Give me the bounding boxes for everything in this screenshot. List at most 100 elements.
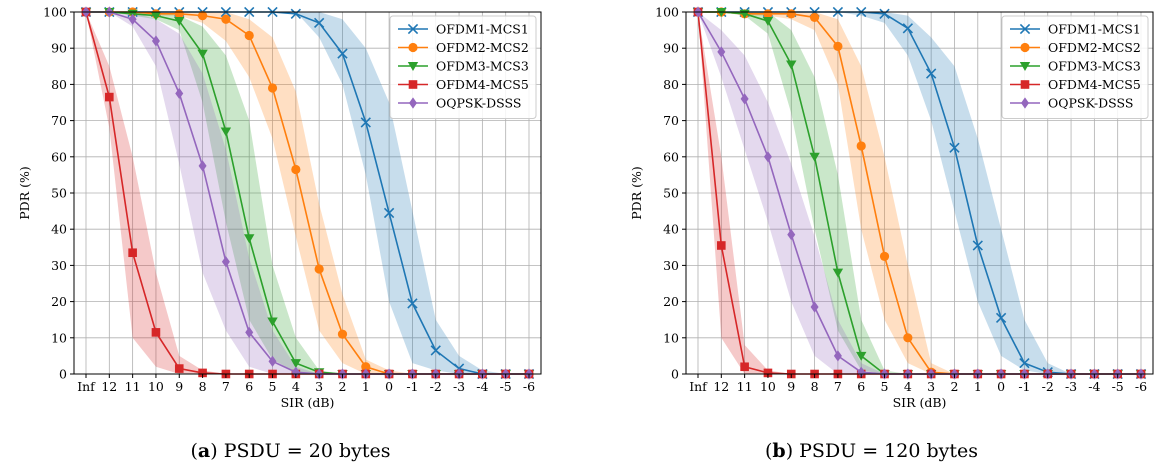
data-point [291,366,300,378]
data-point [717,46,726,58]
data-point [291,164,301,175]
chart-panel-b: Inf 12 11 10 9 8 7 6 5 4 3 2 1 0 -1 -2 -3 -4 -5 -6010203040… [629,5,1154,410]
y-tick-label: 80 [663,77,679,92]
y-tick-label: 10 [51,330,67,345]
x-tick-label: 4 [904,379,912,394]
data-point [313,17,325,29]
data-point [857,366,866,378]
x-axis-label: SIR (dB) [893,395,947,410]
x-tick-label: 2 [338,379,346,394]
data-point [763,151,772,163]
data-point [198,160,207,172]
data-point [174,364,184,373]
x-tick-label: 11 [737,379,753,394]
x-tick-label: -2 [430,379,442,394]
legend-marker [1020,42,1030,53]
caption-b-letter: b [772,440,786,462]
data-point [174,17,185,27]
legend-box [1001,15,1149,119]
x-tick-label: 7 [834,379,842,394]
caption-b-text: PSDU = 120 bytes [799,440,979,462]
y-tick-label: 50 [51,186,67,201]
data-point [383,207,395,219]
legend-marker [408,80,418,89]
x-tick-label: 12 [101,379,117,394]
y-tick-label: 40 [51,222,67,237]
data-point [150,11,162,21]
legend-label: OFDM2-MCS2 [436,40,529,55]
y-tick-label: 100 [655,5,679,20]
y-tick-label: 20 [51,294,67,309]
data-point [810,301,819,313]
x-tick-label: 12 [713,379,729,394]
x-tick-label: 3 [315,379,323,394]
legend-marker [1019,62,1031,71]
x-tick-label: Inf [77,379,96,394]
legend-marker [1020,80,1030,89]
x-tick-label: 9 [787,379,795,394]
data-point [267,83,278,93]
band-ofdm3-mcs3 [698,12,1141,374]
y-tick-label: 30 [51,258,67,273]
data-point [430,345,441,356]
data-point [220,127,232,137]
caption-a-text: PSDU = 20 bytes [223,440,391,462]
legend-marker [409,97,417,109]
band-oqpsk-dsss [86,12,529,374]
data-point [995,312,1007,324]
x-tick-label: 9 [175,379,183,394]
data-point [198,368,207,378]
data-point [879,251,890,261]
data-point [337,329,348,339]
data-point [717,241,726,250]
y-tick-label: 50 [663,186,679,201]
legend-label: OFDM2-MCS2 [1048,40,1141,55]
x-tick-label: 1 [974,379,982,394]
x-tick-label: -1 [406,379,418,394]
legend-label: OFDM1-MCS1 [1048,22,1141,37]
y-tick-label: 10 [663,330,679,345]
data-point [290,359,302,369]
legend: OFDM1-MCS1 OFDM2-MCS2 OFDM3-MCS3 OFDM4-MCS5… [1001,15,1149,119]
data-point [925,68,937,79]
x-tick-label: -6 [1135,379,1147,394]
band-ofdm4-mcs5 [698,12,1141,374]
y-tick-label: 70 [663,113,679,128]
data-point [809,152,820,162]
data-point [787,229,796,241]
y-axis-label: PDR (%) [17,166,32,219]
x-tick-label: 10 [148,379,164,394]
data-point [105,92,114,102]
x-tick-label: 8 [811,379,819,394]
x-tick-label: -4 [1088,379,1100,394]
y-tick-label: 90 [51,41,67,56]
legend-marker [407,62,419,71]
data-point [762,17,774,27]
legend-label: OQPSK-DSSS [1048,96,1133,111]
data-point [197,11,208,21]
band-ofdm1-mcs1 [86,12,529,374]
data-point [902,23,914,34]
data-point [290,8,302,19]
x-tick-label: 5 [881,379,889,394]
x-tick-label: -4 [476,379,488,394]
y-tick-label: 60 [51,149,67,164]
data-point [856,141,866,151]
data-point [1019,357,1030,369]
data-point [151,328,161,337]
legend-box [389,15,537,119]
data-point [361,362,371,372]
data-point [175,87,184,100]
x-tick-label: 10 [760,379,776,394]
x-tick-label: -3 [1065,379,1077,394]
data-point [786,60,797,70]
caption-a-letter: a [197,440,211,462]
y-tick-label: 20 [663,294,679,309]
data-point [174,9,184,19]
band-ofdm1-mcs1 [698,12,1141,374]
data-point [809,12,820,23]
x-tick-label: 1 [362,379,370,394]
y-tick-label: 90 [663,41,679,56]
data-point [221,256,230,268]
x-tick-label: 4 [292,379,300,394]
